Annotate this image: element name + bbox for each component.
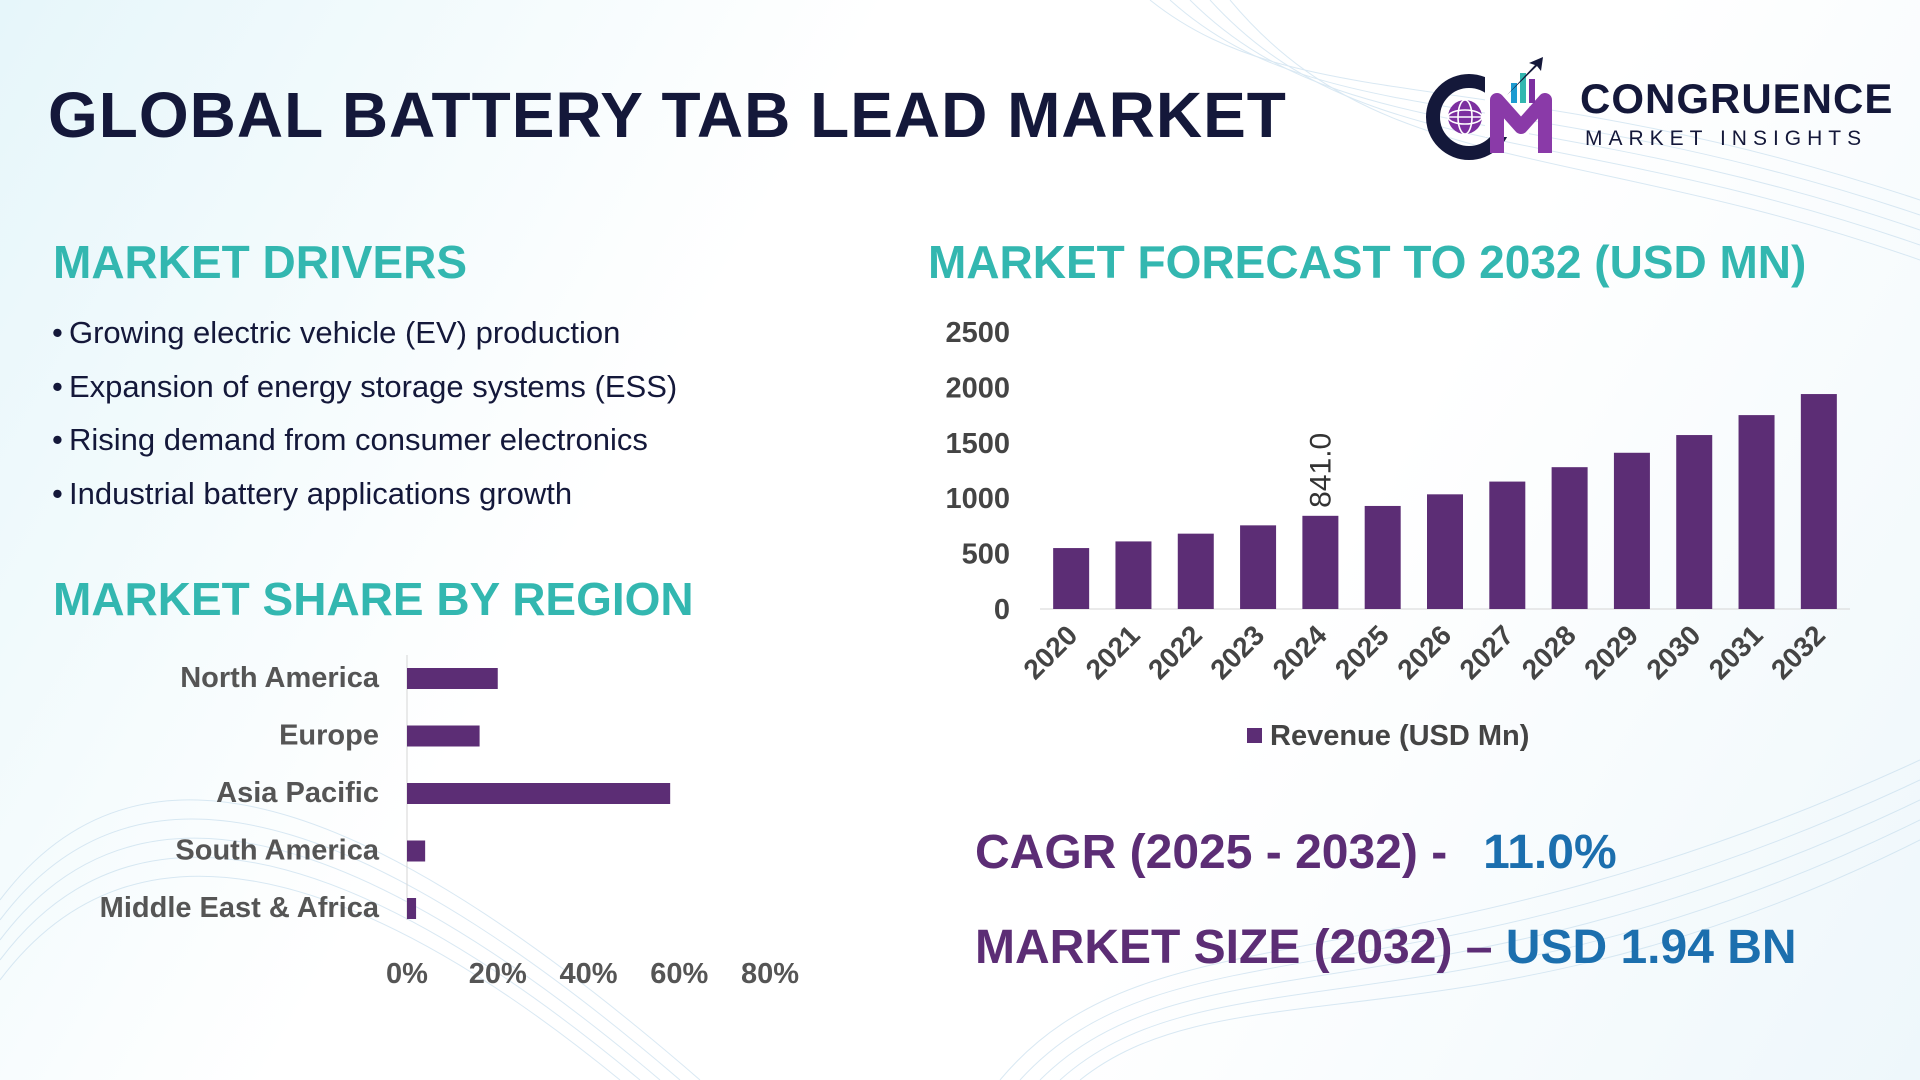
bar <box>407 725 480 747</box>
category-label: North America <box>180 662 380 694</box>
bar <box>407 783 671 804</box>
drivers-heading: MARKET DRIVERS <box>53 236 468 288</box>
logo-icon <box>1426 57 1552 160</box>
bullet-icon: • <box>52 475 63 511</box>
list-item: • Industrial battery applications growth <box>52 476 677 530</box>
y-tick-label: 2500 <box>945 317 1010 349</box>
legend-label: Revenue (USD Mn) <box>1270 720 1529 752</box>
bar <box>1115 541 1152 609</box>
bar <box>1800 394 1837 609</box>
market-size-label: MARKET SIZE (2032) – <box>975 921 1493 974</box>
data-label: 841.0 <box>1304 433 1337 508</box>
bullet-icon: • <box>52 315 63 350</box>
x-tick-label: 2026 <box>1391 619 1457 685</box>
cagr-value: 11.0% <box>1483 826 1617 879</box>
bar <box>1427 494 1463 609</box>
x-tick-label: 2027 <box>1454 619 1520 685</box>
list-item: • Growing electric vehicle (EV) productio… <box>52 315 677 369</box>
x-tick-label: 2031 <box>1703 619 1769 685</box>
x-tick-label: 2021 <box>1080 619 1146 685</box>
list-item: • Rising demand from consumer electronics <box>52 422 677 476</box>
market-size-value: USD 1.94 BN <box>1505 921 1797 974</box>
bar <box>1551 467 1588 609</box>
y-tick-label: 1500 <box>945 428 1010 460</box>
y-tick-label: 500 <box>962 539 1010 571</box>
category-label: Middle East & Africa <box>100 892 380 924</box>
driver-text: Industrial battery applications growth <box>69 475 573 511</box>
tick-label: 60% <box>650 958 708 990</box>
forecast-chart: 0 500 1000 1500 2000 2500 20202021202220232024… <box>945 317 1850 752</box>
bar <box>1489 481 1526 609</box>
bar <box>1177 533 1214 609</box>
x-tick-label: 2025 <box>1329 619 1395 685</box>
x-tick-label: 2022 <box>1142 619 1208 685</box>
bar <box>1302 515 1339 609</box>
driver-text: Growing electric vehicle (EV) production <box>69 315 621 350</box>
bullet-icon: • <box>52 422 63 457</box>
x-tick-label: 2032 <box>1765 619 1831 685</box>
page-title: GLOBAL BATTERY TAB LEAD MARKET <box>48 79 1287 151</box>
tick-label: 0% <box>386 958 428 990</box>
logo-name: CONGRUENCE <box>1580 75 1894 122</box>
legend-swatch <box>1247 728 1262 743</box>
market-size-row: MARKET SIZE (2032) – USD 1.94 BN <box>975 920 1797 975</box>
x-tick-label: 2030 <box>1641 619 1707 685</box>
region-heading: MARKET SHARE BY REGION <box>53 573 694 625</box>
list-item: • Expansion of energy storage systems (ES… <box>52 369 677 423</box>
x-tick-label: 2023 <box>1204 619 1270 685</box>
cagr-label: CAGR (2025 - 2032) - <box>975 826 1448 879</box>
cagr-row: CAGR (2025 - 2032) - 11.0% <box>975 825 1617 880</box>
bar <box>1676 435 1713 609</box>
bar <box>1240 525 1277 609</box>
logo-subtitle: MARKET INSIGHTS <box>1585 127 1868 150</box>
bar <box>1364 505 1401 609</box>
y-tick-label: 1000 <box>945 483 1010 515</box>
driver-text: Rising demand from consumer electronics <box>69 422 648 457</box>
driver-text: Expansion of energy storage systems (ESS… <box>69 368 678 404</box>
x-tick-label: 2029 <box>1578 619 1644 685</box>
x-tick-label: 2024 <box>1267 619 1333 685</box>
category-label: Asia Pacific <box>216 777 379 809</box>
x-tick-label: 2028 <box>1516 619 1582 685</box>
tick-label: 20% <box>469 958 527 990</box>
bar <box>407 668 498 689</box>
y-tick-label: 0 <box>994 594 1010 626</box>
category-label: South America <box>175 835 379 867</box>
bullet-icon: • <box>52 368 63 404</box>
drivers-list: • Growing electric vehicle (EV) productio… <box>52 315 677 529</box>
bar <box>1738 415 1775 609</box>
tick-label: 40% <box>559 958 617 990</box>
y-tick-label: 2000 <box>945 372 1010 404</box>
bar <box>407 898 417 919</box>
company-logo: CONGRUENCE MARKET INSIGHTS <box>1425 55 1895 165</box>
bar <box>407 840 426 862</box>
x-tick-label: 2020 <box>1017 619 1083 685</box>
bar <box>1053 548 1090 609</box>
tick-label: 80% <box>741 958 799 990</box>
category-label: Europe <box>279 720 379 752</box>
forecast-heading: MARKET FORECAST TO 2032 (USD MN) <box>928 236 1807 288</box>
bar <box>1613 452 1650 609</box>
region-share-chart: North America Europe Asia Pacific South Ame… <box>100 655 799 990</box>
